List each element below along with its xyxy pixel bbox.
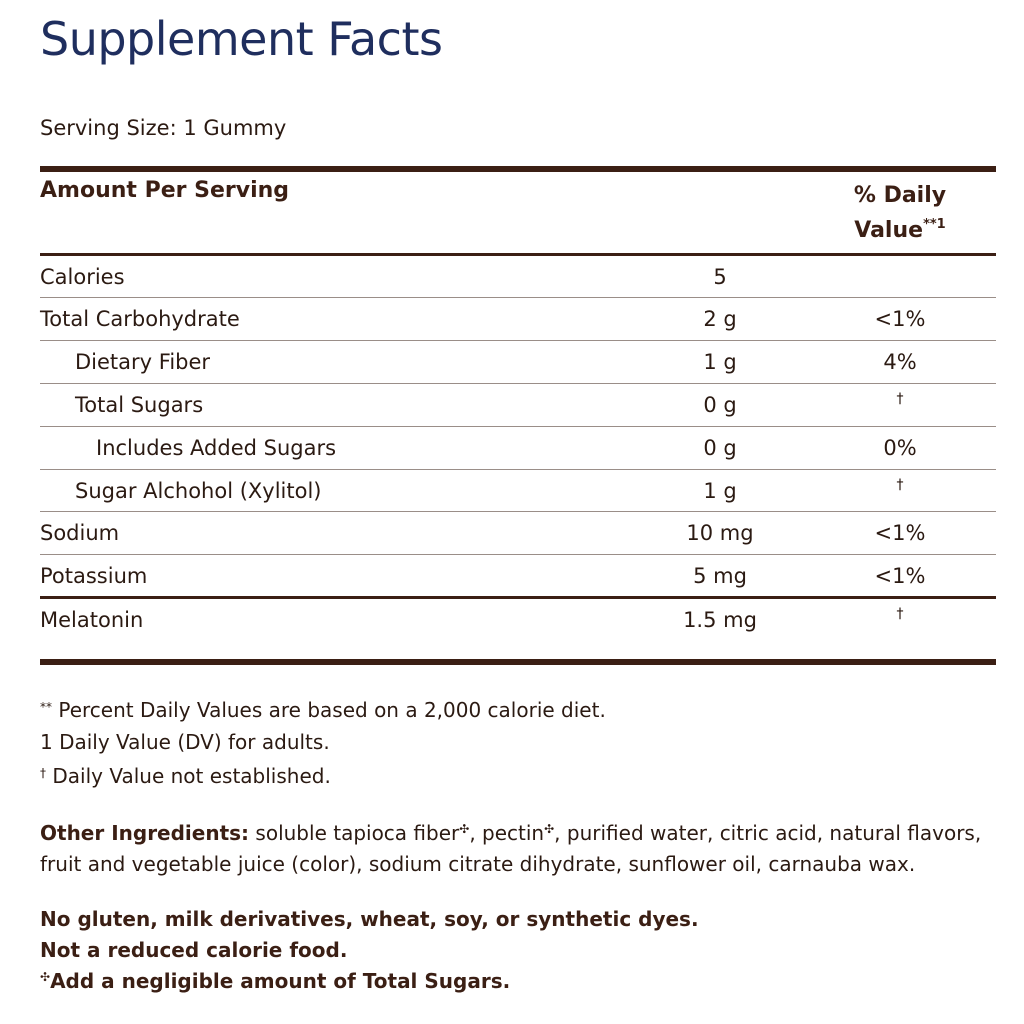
- sugar-mark: ✣: [459, 822, 470, 836]
- nutrient-name: Total Sugars: [75, 393, 204, 417]
- nutrient-dv: 4%: [883, 350, 917, 374]
- nutrient-name: Calories: [40, 265, 125, 289]
- nutrient-name: Dietary Fiber: [75, 350, 211, 374]
- nutrient-dv: <1%: [874, 564, 926, 588]
- other-ingredients: Other Ingredients: soluble tapioca fiber…: [40, 814, 990, 880]
- row-divider: [40, 340, 996, 341]
- sugar-note-statement: ✣Add a negligible amount of Total Sugars…: [40, 969, 510, 993]
- nutrient-amount: 0 g: [703, 393, 737, 417]
- nutrient-dv: †: [896, 477, 904, 493]
- nutrient-amount: 1 g: [703, 350, 737, 374]
- table-row: Sodium 10 mg <1%: [40, 512, 996, 554]
- row-divider: [40, 426, 996, 427]
- nutrient-name: Includes Added Sugars: [96, 436, 337, 460]
- row-divider: [40, 511, 996, 512]
- nutrient-name: Sugar Alchohol (Xylitol): [75, 479, 322, 503]
- table-row: Total Carbohydrate 2 g <1%: [40, 298, 996, 340]
- nutrient-dv: <1%: [874, 521, 926, 545]
- footnote-dagger: † Daily Value not established.: [40, 758, 606, 793]
- nutrient-dv: †: [896, 606, 904, 622]
- free-from-statement: No gluten, milk derivatives, wheat, soy,…: [40, 907, 699, 931]
- nutrient-amount: 5: [713, 265, 727, 289]
- table-row: Calories 5: [40, 256, 996, 298]
- header-rule: [40, 253, 996, 256]
- row-divider: [40, 383, 996, 384]
- serving-size: Serving Size: 1 Gummy: [40, 116, 287, 140]
- footnote-dv-mark: **: [40, 700, 52, 714]
- nutrient-amount: 2 g: [703, 307, 737, 331]
- not-reduced-statement: Not a reduced calorie food.: [40, 938, 348, 962]
- sugar-mark: ✣: [544, 822, 555, 836]
- bottom-rule: [40, 659, 996, 665]
- nutrient-amount: 1.5 mg: [683, 608, 757, 632]
- table-row: Total Sugars 0 g †: [40, 384, 996, 426]
- nutrient-amount: 1 g: [703, 479, 737, 503]
- row-divider: [40, 297, 996, 298]
- nutrient-amount: 0 g: [703, 436, 737, 460]
- table-row: Dietary Fiber 1 g 4%: [40, 341, 996, 383]
- nutrient-dv: 0%: [883, 436, 917, 460]
- nutrient-name: Total Carbohydrate: [40, 307, 240, 331]
- nutrient-name: Potassium: [40, 564, 148, 588]
- daily-value-header-line2: Value: [854, 218, 924, 243]
- daily-value-header-mark: **1: [923, 217, 946, 232]
- section-rule: [40, 596, 996, 599]
- table-row: Potassium 5 mg <1%: [40, 555, 996, 597]
- row-divider: [40, 554, 996, 555]
- amount-per-serving-header: Amount Per Serving: [40, 178, 290, 203]
- nutrient-dv: †: [896, 391, 904, 407]
- row-divider: [40, 469, 996, 470]
- page-title: Supplement Facts: [40, 12, 443, 66]
- nutrient-amount: 10 mg: [686, 521, 754, 545]
- footnote-dv-text: Percent Daily Values are based on a 2,00…: [58, 698, 606, 722]
- table-row: Melatonin 1.5 mg †: [40, 599, 996, 641]
- ingredient-text-2: , pectin: [469, 821, 545, 845]
- table-row: Includes Added Sugars 0 g 0%: [40, 427, 996, 469]
- sugar-note-mark: ✣: [40, 970, 51, 984]
- ingredient-text-3: , purified water, citric acid, natural f…: [40, 821, 982, 876]
- nutrient-name: Sodium: [40, 521, 120, 545]
- sugar-note-text: Add a negligible amount of Total Sugars.: [50, 969, 511, 993]
- nutrient-amount: 5 mg: [693, 564, 747, 588]
- footnote-adult: 1 Daily Value (DV) for adults.: [40, 729, 330, 754]
- ingredient-text-1: soluble tapioca fiber: [255, 821, 460, 845]
- footnote-dagger-mark: †: [40, 766, 46, 780]
- footnote-dv: ** Percent Daily Values are based on a 2…: [40, 692, 606, 727]
- nutrient-name: Melatonin: [40, 608, 144, 632]
- top-rule: [40, 166, 996, 172]
- daily-value-header: % Daily Value**1: [830, 178, 970, 248]
- nutrient-dv: <1%: [874, 307, 926, 331]
- footnote-dagger-text: Daily Value not established.: [52, 764, 331, 788]
- footnotes: ** Percent Daily Values are based on a 2…: [40, 692, 606, 793]
- table-row: Sugar Alchohol (Xylitol) 1 g †: [40, 470, 996, 512]
- other-ingredients-label: Other Ingredients:: [40, 821, 250, 845]
- daily-value-header-line1: % Daily: [853, 183, 947, 208]
